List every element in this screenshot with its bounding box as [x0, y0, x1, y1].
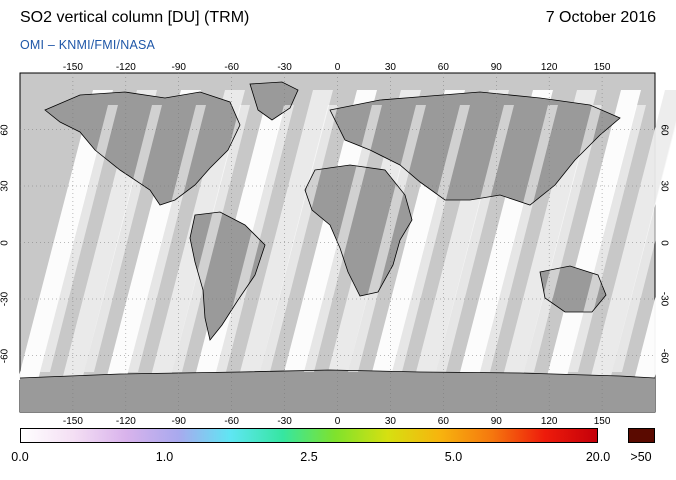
colorbar-overflow-box — [628, 428, 655, 443]
map-date: 7 October 2016 — [545, 9, 656, 26]
orbit-swath-light — [524, 105, 602, 372]
orbit-swath — [634, 217, 676, 380]
colorbar-label: 1.0 — [155, 450, 174, 464]
lat-tick-right: 0 — [658, 239, 670, 246]
orbit-swath-light — [612, 120, 676, 372]
orbit-swath-light — [40, 105, 118, 372]
lat-tick-left: 0 — [0, 239, 11, 246]
orbit-swath-light — [304, 105, 382, 372]
lon-tick-top: -60 — [224, 62, 239, 73]
orbit-swath-light — [348, 105, 426, 372]
lon-tick-bottom: 60 — [437, 416, 449, 427]
lon-tick-bottom: 90 — [490, 416, 502, 427]
orbit-swath — [282, 90, 377, 380]
coast-africa — [304, 164, 413, 297]
map-title: SO2 vertical column [DU] (TRM) — [20, 9, 250, 26]
lat-tick-left: -30 — [0, 291, 11, 307]
coast-eurasia — [329, 91, 621, 206]
colorbar-label: 20.0 — [585, 450, 611, 464]
lon-tick-top: -120 — [115, 62, 136, 73]
orbit-swath-light — [436, 105, 514, 372]
coast-greenland — [249, 81, 299, 121]
orbit-swath-light — [84, 105, 162, 372]
lon-tick-top: 120 — [540, 62, 558, 73]
lat-tick-right: -30 — [658, 291, 670, 307]
lon-tick-top: 0 — [334, 62, 341, 73]
lon-tick-top: 60 — [437, 62, 449, 73]
lon-tick-bottom: 0 — [334, 416, 341, 427]
lat-tick-right: -60 — [658, 348, 670, 363]
orbit-swath — [18, 90, 113, 380]
lon-tick-top: 30 — [384, 62, 396, 73]
lon-tick-bottom: -120 — [115, 416, 136, 427]
graticule — [20, 73, 655, 412]
coastlines — [19, 81, 656, 379]
coast-south-america — [189, 211, 266, 341]
lon-tick-bottom: 30 — [384, 416, 396, 427]
lon-tick-top: 90 — [490, 62, 502, 73]
orbit-swath-light — [480, 105, 558, 372]
colorbar-label: 5.0 — [444, 450, 463, 464]
colorbar-overflow-label: >50 — [630, 450, 652, 464]
lon-tick-bottom: 150 — [593, 416, 611, 427]
orbit-swath-light — [568, 105, 646, 372]
lon-tick-bottom: -150 — [62, 416, 83, 427]
data-credit: OMI – KNMI/FMI/NASA — [20, 38, 156, 52]
coast-north-america — [44, 91, 241, 206]
orbit-swath-light — [260, 105, 338, 372]
lon-tick-bottom: -60 — [224, 416, 239, 427]
lon-tick-top: -150 — [62, 62, 83, 73]
orbit-swath — [238, 90, 333, 380]
lon-tick-bottom: 120 — [540, 416, 558, 427]
colorbar-label: 2.5 — [300, 450, 318, 464]
lat-tick-left: 60 — [0, 123, 11, 136]
lat-tick-right: 30 — [658, 180, 670, 192]
colorbar — [20, 428, 598, 443]
orbit-swath-light — [392, 105, 470, 372]
lon-tick-top: -30 — [277, 62, 292, 73]
lat-tick-left: 30 — [0, 180, 11, 192]
lon-tick-top: 150 — [593, 62, 611, 73]
orbit-swath-light — [216, 105, 294, 372]
colorbar-label: 0.0 — [11, 450, 29, 464]
coast-australia — [539, 265, 607, 313]
lon-tick-bottom: -30 — [277, 416, 292, 427]
orbit-swath — [590, 90, 676, 380]
orbit-swath-light — [128, 105, 206, 372]
coast-antarctica — [19, 369, 656, 379]
orbit-swath-light — [172, 105, 250, 372]
lon-tick-top: -90 — [171, 62, 186, 73]
lon-tick-bottom: -90 — [171, 416, 186, 427]
low-value-swaths — [40, 105, 676, 372]
lat-tick-right: 60 — [658, 123, 670, 136]
orbit-swath-light — [656, 293, 676, 372]
lat-tick-left: -60 — [0, 348, 11, 363]
